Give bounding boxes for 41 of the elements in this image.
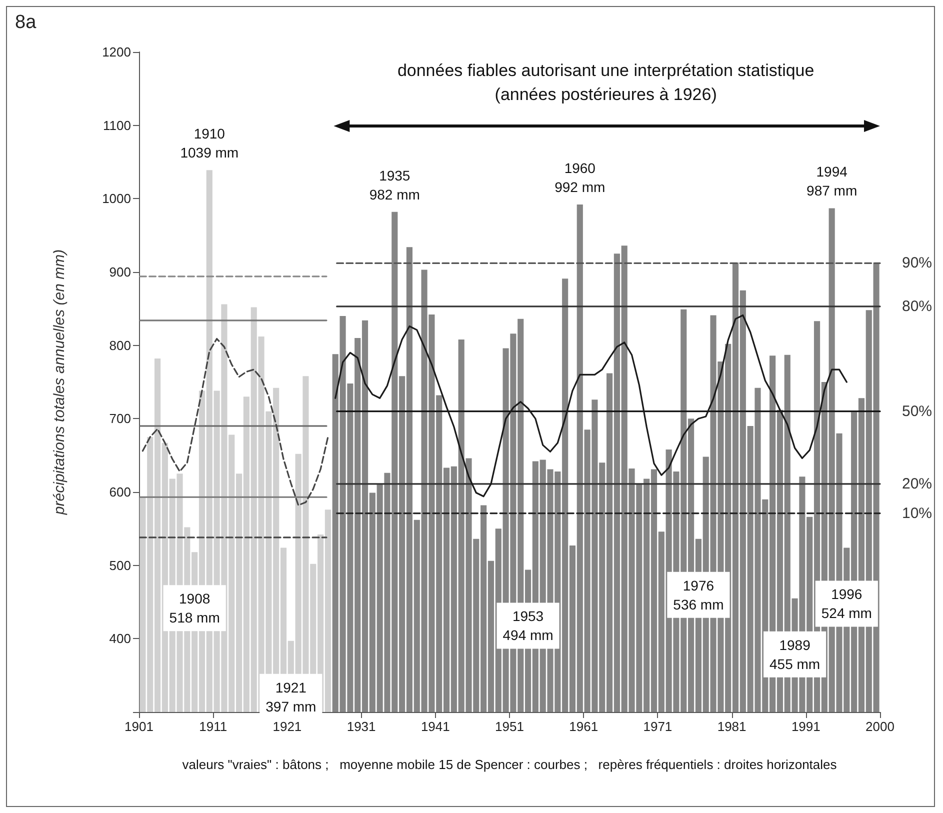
x-tick-label: 1931 [346,719,376,734]
y-axis-title: précipitations totales annuelles (en mm) [51,249,68,516]
y-tick-label: 1100 [103,118,131,133]
x-tick-label: 1901 [124,719,154,734]
x-tick-label: 1951 [495,719,524,734]
x-tick-label: 1911 [199,719,228,734]
annotation: 1921 397 mm [266,679,316,714]
y-tick-label: 700 [109,411,131,426]
annotation: données fiables autorisant une interprétation statistique [397,61,814,80]
x-tick-label: 1991 [791,719,820,734]
y-tick-label: 500 [109,558,131,573]
series-label: 50% [902,402,932,420]
annotation: 1996 524 mm [821,586,872,622]
x-tick-label: 1971 [643,719,672,734]
x-tick-label: 1961 [569,719,598,734]
annotation: 1910 1039 mm [180,126,239,161]
y-tick-label: 800 [109,338,131,353]
series-label: 10% [902,504,932,522]
annotation: 1908 518 mm [169,590,220,626]
annotation: 1976 536 mm [673,577,724,612]
y-tick-label: 1000 [102,191,131,206]
x-tick-label: 1981 [717,719,746,734]
series-label: 20% [902,475,932,492]
annotation: 1953 494 mm [502,608,554,644]
x-tick-label: 2000 [866,719,894,734]
y-tick-label: 900 [109,264,131,280]
chart-title: 8a [15,12,37,33]
annotation: 1994 987 mm [806,164,858,199]
annotation: 1960 992 mm [554,160,606,196]
x-tick-label: 1921 [272,719,302,734]
annotation: (années postérieures à 1926) [494,85,717,104]
series-label: 90% [902,254,932,272]
x-tick-label: 1941 [420,719,450,734]
annotation: 1935 982 mm [369,167,420,202]
text: valeurs "vraies" : bâtons ; moyenne mobile 15 de Spencer : courbes ; repères fréquentiels : droites horizontales [182,757,838,772]
line-series [142,338,329,506]
y-tick-label: 400 [109,631,131,646]
annotation: 1989 455 mm [769,636,820,672]
series-label: 80% [902,298,932,315]
y-tick-label: 600 [109,484,131,500]
y-tick-label: 1200 [102,44,131,60]
